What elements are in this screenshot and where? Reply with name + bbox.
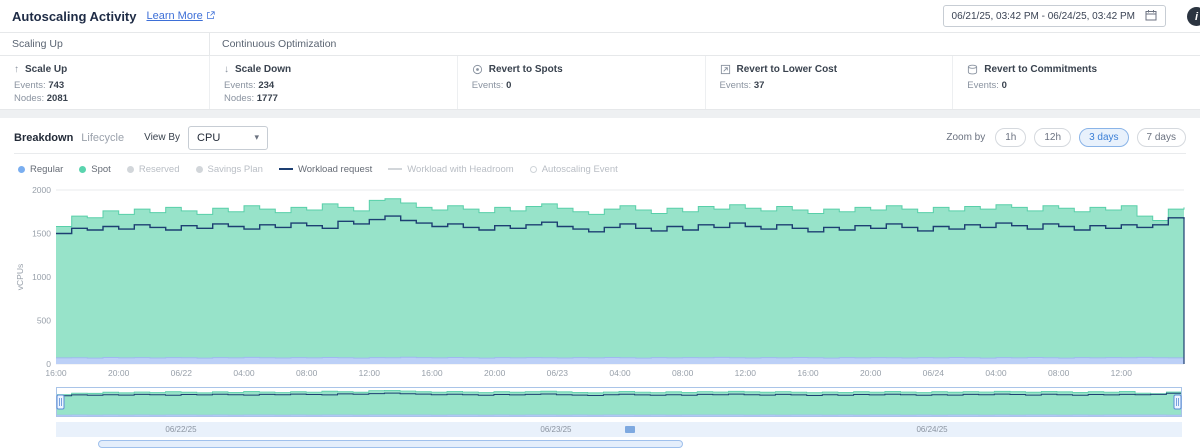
navigator-scrollbar-track[interactable]: 06/22/25 06/23/25 06/24/25 <box>56 422 1182 437</box>
svg-text:08:00: 08:00 <box>672 368 694 378</box>
group-scaling-up-label: Scaling Up <box>0 33 210 55</box>
revert-to-lower-cost-icon <box>720 64 731 75</box>
svg-text:04:00: 04:00 <box>233 368 255 378</box>
legend-item-spot[interactable]: Spot <box>79 164 111 175</box>
svg-text:16:00: 16:00 <box>45 368 67 378</box>
main-chart[interactable]: 0 500 1000 1500 2000 16:00 20:00 06/22 04:00 08:0… <box>14 182 1186 382</box>
horizontal-scrollbar[interactable] <box>98 440 683 448</box>
svg-text:20:00: 20:00 <box>108 368 130 378</box>
svg-text:vCPUs: vCPUs <box>15 264 25 290</box>
legend-item-workload-request[interactable]: Workload request <box>278 164 372 175</box>
workload-headroom-line-icon <box>388 168 403 170</box>
navigator-chart[interactable] <box>56 387 1183 417</box>
zoom-7days-button[interactable]: 7 days <box>1136 128 1186 147</box>
svg-text:16:00: 16:00 <box>797 368 819 378</box>
spot-marker-icon <box>79 165 87 173</box>
page-title: Autoscaling Activity <box>12 8 137 24</box>
card-title: Revert to Commitments <box>984 64 1098 75</box>
svg-text:06/23: 06/23 <box>547 368 569 378</box>
group-continuous-optimization-label: Continuous Optimization <box>222 38 337 50</box>
card-revert-to-lower-cost: Revert to Lower Cost Events: 37 <box>706 56 954 109</box>
card-scale-up: ↑ Scale Up Events: 743 Nodes: 2081 <box>0 56 210 109</box>
stats-section: Scaling Up Continuous Optimization ↑ Scal… <box>0 32 1200 110</box>
card-scale-down: ↓ Scale Down Events: 234 Nodes: 1777 <box>210 56 458 109</box>
stats-cards: ↑ Scale Up Events: 743 Nodes: 2081 ↓ Scale… <box>0 56 1200 110</box>
svg-text:20:00: 20:00 <box>484 368 506 378</box>
svg-text:16:00: 16:00 <box>421 368 443 378</box>
card-revert-to-spots: Revert to Spots Events: 0 <box>458 56 706 109</box>
svg-text:04:00: 04:00 <box>985 368 1007 378</box>
navigator-date-label: 06/22/25 <box>165 425 197 434</box>
svg-text:1500: 1500 <box>32 229 51 239</box>
svg-text:12:00: 12:00 <box>359 368 381 378</box>
reserved-marker-icon <box>126 165 134 173</box>
legend-item-regular[interactable]: Regular <box>18 164 63 175</box>
svg-text:20:00: 20:00 <box>860 368 882 378</box>
section-divider <box>0 110 1200 118</box>
navigator-date-label: 06/24/25 <box>916 425 948 434</box>
external-link-icon <box>206 7 215 25</box>
legend-item-workload-with-headroom[interactable]: Workload with Headroom <box>388 164 514 175</box>
svg-text:06/24: 06/24 <box>923 368 945 378</box>
zoom-12h-button[interactable]: 12h <box>1034 128 1072 147</box>
card-title: Revert to Lower Cost <box>736 64 838 75</box>
card-title: Scale Down <box>235 64 292 75</box>
page-header: Autoscaling Activity Learn More 06/21/25… <box>0 0 1200 32</box>
card-title: Revert to Spots <box>488 64 563 75</box>
savings-plan-marker-icon <box>195 165 203 173</box>
svg-text:1000: 1000 <box>32 272 51 282</box>
tab-lifecycle[interactable]: Lifecycle <box>81 131 125 144</box>
chevron-down-icon: ▾ <box>254 132 260 142</box>
scrollbar-thumb-marker[interactable] <box>624 426 635 433</box>
zoom-by-label: Zoom by <box>946 132 986 143</box>
scale-up-icon: ↑ <box>14 63 19 75</box>
svg-text:08:00: 08:00 <box>1048 368 1070 378</box>
chart-legend: Regular Spot Reserved Savings Plan Workl… <box>14 156 1186 182</box>
workload-request-line-icon <box>278 168 293 170</box>
zoom-1h-button[interactable]: 1h <box>995 128 1027 147</box>
chart-panel: Breakdown Lifecycle View By CPU ▾ Zoom b… <box>0 118 1200 448</box>
svg-text:12:00: 12:00 <box>1111 368 1133 378</box>
svg-text:06/22: 06/22 <box>171 368 193 378</box>
zoom-3days-button[interactable]: 3 days <box>1079 128 1129 147</box>
svg-text:04:00: 04:00 <box>609 368 631 378</box>
chart-navigator: 06/22/25 06/23/25 06/24/25 <box>56 387 1183 448</box>
card-title: Scale Up <box>25 64 68 75</box>
date-range-picker[interactable]: 06/21/25, 03:42 PM - 06/24/25, 03:42 PM <box>942 5 1166 27</box>
date-range-value: 06/21/25, 03:42 PM - 06/24/25, 03:42 PM <box>951 10 1135 22</box>
tab-breakdown[interactable]: Breakdown <box>14 131 74 144</box>
autoscaling-event-circle-icon <box>529 165 537 173</box>
svg-text:12:00: 12:00 <box>735 368 757 378</box>
legend-item-savings-plan[interactable]: Savings Plan <box>195 164 263 175</box>
navigator-date-label: 06/23/25 <box>540 425 572 434</box>
stats-group-headers: Scaling Up Continuous Optimization <box>0 32 1200 56</box>
regular-marker-icon <box>18 165 25 173</box>
legend-item-autoscaling-event[interactable]: Autoscaling Event <box>529 164 618 175</box>
calendar-icon <box>1145 9 1157 24</box>
revert-to-spots-icon <box>472 64 483 75</box>
revert-to-commitments-icon <box>967 64 978 75</box>
view-by-select[interactable]: CPU ▾ <box>188 125 269 150</box>
scale-down-icon: ↓ <box>224 63 229 75</box>
svg-text:0: 0 <box>46 359 51 369</box>
info-button[interactable]: i <box>1187 7 1200 26</box>
learn-more-link[interactable]: Learn More <box>146 10 203 22</box>
view-by-value: CPU <box>197 131 221 144</box>
svg-text:2000: 2000 <box>32 185 51 195</box>
card-revert-to-commitments: Revert to Commitments Events: 0 <box>967 64 1098 91</box>
svg-text:08:00: 08:00 <box>296 368 318 378</box>
legend-item-reserved[interactable]: Reserved <box>126 164 180 175</box>
chart-toolbar: Breakdown Lifecycle View By CPU ▾ Zoom b… <box>14 122 1186 154</box>
view-by-label: View By <box>144 132 181 143</box>
svg-text:500: 500 <box>37 316 51 326</box>
